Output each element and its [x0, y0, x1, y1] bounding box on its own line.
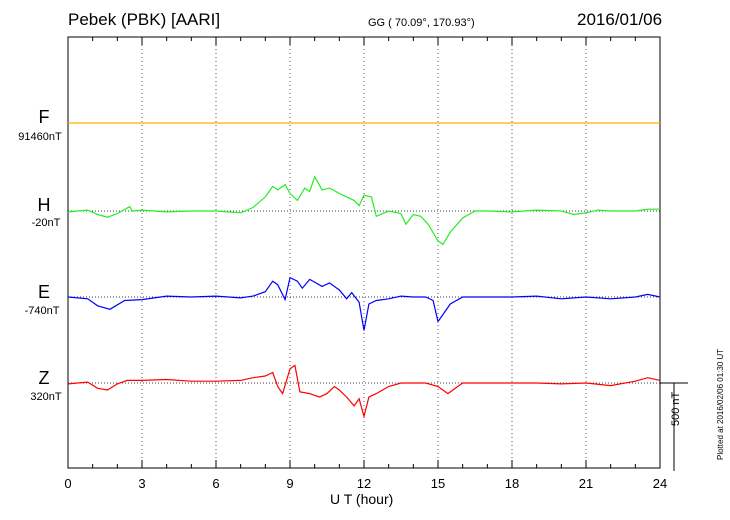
- series-line-h: [67, 175, 660, 246]
- scale-bar-label: 500 nT: [670, 391, 682, 426]
- x-axis-title: U T (hour): [330, 491, 394, 507]
- x-tick-label: 21: [579, 476, 593, 491]
- channel-baseline-f: 91460nT: [18, 131, 62, 143]
- channel-baseline-h: -20nT: [31, 217, 61, 229]
- channel-label-h: H: [37, 195, 51, 215]
- channel-baseline-e: -740nT: [24, 305, 60, 317]
- plotted-timestamp: Plotted at 2016/02/06 01:30 UT: [716, 348, 725, 460]
- x-tick-label: 12: [357, 476, 371, 491]
- station-title: Pebek (PBK) [AARI]: [68, 10, 221, 29]
- series-line-z: [67, 364, 661, 419]
- x-tick-label: 9: [286, 476, 293, 491]
- x-tick-label: 6: [212, 476, 219, 491]
- channel-label-e: E: [37, 282, 50, 302]
- x-tick-label: 3: [138, 476, 145, 491]
- x-tick-label: 0: [64, 476, 71, 491]
- x-tick-label: 24: [653, 476, 667, 491]
- channel-label-f: F: [38, 107, 50, 127]
- x-tick-label: 18: [505, 476, 519, 491]
- geographic-coordinates: GG ( 70.09°, 170.93°): [368, 17, 475, 29]
- series-line-e: [67, 276, 661, 331]
- chart-date: 2016/01/06: [577, 10, 663, 29]
- x-tick-label: 15: [431, 476, 445, 491]
- channel-baseline-z: 320nT: [30, 391, 62, 403]
- channel-label-z: Z: [38, 368, 50, 388]
